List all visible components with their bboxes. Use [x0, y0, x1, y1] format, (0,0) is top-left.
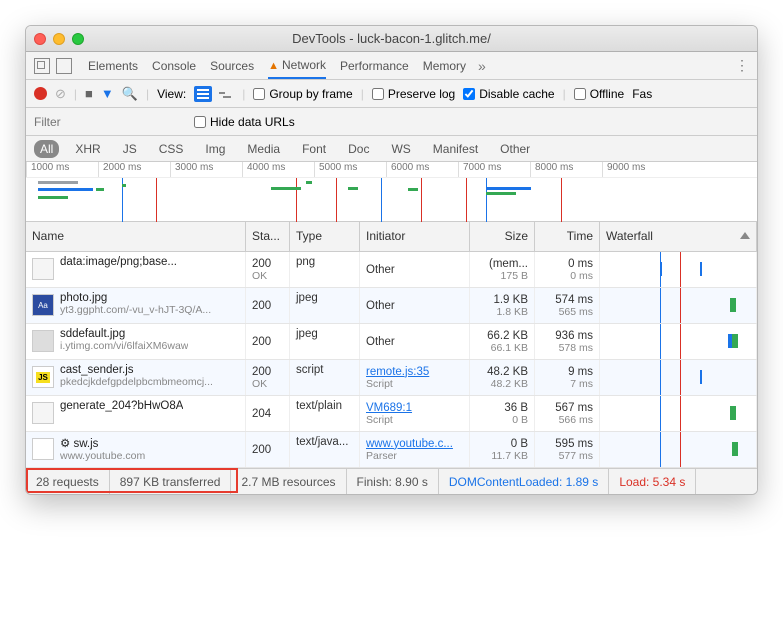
col-status[interactable]: Sta... [246, 222, 290, 251]
preserve-log-checkbox[interactable]: Preserve log [372, 87, 455, 101]
request-name: sddefault.jpg [60, 328, 188, 340]
request-domain: yt3.ggpht.com/-vu_v-hJT-3Q/A... [60, 304, 211, 316]
inspect-icon[interactable] [34, 58, 50, 74]
view-label: View: [157, 87, 186, 101]
requests-table: Name Sta... Type Initiator Size Time Wat… [26, 222, 757, 468]
filter-bar: Hide data URLs [26, 108, 757, 136]
timeline-body [26, 178, 757, 222]
file-icon: Aa [32, 294, 54, 316]
file-icon: JS [32, 366, 54, 388]
file-icon [32, 330, 54, 352]
initiator-link[interactable]: VM689:1 [366, 402, 463, 414]
table-header: Name Sta... Type Initiator Size Time Wat… [26, 222, 757, 252]
type-js[interactable]: JS [117, 140, 143, 158]
initiator-link: Other [366, 264, 463, 276]
col-waterfall[interactable]: Waterfall [600, 222, 757, 251]
type-font[interactable]: Font [296, 140, 332, 158]
tab-performance[interactable]: Performance [340, 53, 409, 78]
status-bar: 28 requests 897 KB transferred 2.7 MB re… [26, 468, 757, 494]
type-media[interactable]: Media [241, 140, 286, 158]
table-body: data:image/png;base...200OKpngOther(mem.… [26, 252, 757, 468]
search-icon[interactable]: 🔍 [122, 86, 138, 102]
request-name: ⚙ sw.js [60, 436, 145, 450]
status-requests: 28 requests [26, 469, 110, 494]
device-icon[interactable] [56, 58, 72, 74]
timeline-ruler: 1000 ms2000 ms3000 ms4000 ms5000 ms6000 … [26, 162, 757, 178]
status-resources: 2.7 MB resources [231, 469, 346, 494]
table-row[interactable]: ⚙ sw.jswww.youtube.com200text/java...www… [26, 432, 757, 468]
filter-input[interactable] [34, 115, 184, 129]
throttle-label[interactable]: Fas [632, 87, 652, 101]
devtools-window: DevTools - luck-bacon-1.glitch.me/ Eleme… [25, 25, 758, 495]
type-all[interactable]: All [34, 140, 59, 158]
timeline-overview[interactable]: 1000 ms2000 ms3000 ms4000 ms5000 ms6000 … [26, 162, 757, 222]
offline-checkbox[interactable]: Offline [574, 87, 624, 101]
tab-sources[interactable]: Sources [210, 53, 254, 78]
large-rows-button[interactable] [194, 86, 212, 102]
tab-elements[interactable]: Elements [88, 53, 138, 78]
col-time[interactable]: Time [535, 222, 600, 251]
warning-icon: ▲ [268, 60, 279, 72]
status-finish: Finish: 8.90 s [347, 469, 439, 494]
clear-icon[interactable]: ⊘ [55, 86, 66, 102]
type-img[interactable]: Img [199, 140, 231, 158]
request-name: generate_204?bHwO8A [60, 400, 183, 412]
type-doc[interactable]: Doc [342, 140, 375, 158]
status-dcl: DOMContentLoaded: 1.89 s [439, 469, 609, 494]
menu-icon[interactable]: ⋮ [735, 57, 749, 74]
gear-icon: ⚙ [60, 438, 74, 450]
file-icon [32, 258, 54, 280]
table-row[interactable]: Aa photo.jpgyt3.ggpht.com/-vu_v-hJT-3Q/A.… [26, 288, 757, 324]
table-row[interactable]: sddefault.jpgi.ytimg.com/vi/6lfaiXM6waw2… [26, 324, 757, 360]
col-name[interactable]: Name [26, 222, 246, 251]
main-toolbar: Elements Console Sources ▲Network Performanc… [26, 52, 757, 80]
status-load: Load: 5.34 s [609, 469, 696, 494]
tab-console[interactable]: Console [152, 53, 196, 78]
initiator-link: Other [366, 300, 463, 312]
record-icon[interactable] [34, 87, 47, 100]
col-type[interactable]: Type [290, 222, 360, 251]
camera-icon[interactable]: ■ [85, 86, 93, 101]
tab-memory[interactable]: Memory [423, 53, 466, 78]
file-icon [32, 402, 54, 424]
table-row[interactable]: data:image/png;base...200OKpngOther(mem.… [26, 252, 757, 288]
col-size[interactable]: Size [470, 222, 535, 251]
type-css[interactable]: CSS [153, 140, 190, 158]
more-tabs-icon[interactable]: » [478, 58, 486, 74]
type-ws[interactable]: WS [385, 140, 416, 158]
view-buttons [194, 86, 234, 102]
sort-icon [740, 232, 750, 239]
initiator-link[interactable]: www.youtube.c... [366, 438, 463, 450]
initiator-link: Other [366, 336, 463, 348]
window-title: DevTools - luck-bacon-1.glitch.me/ [26, 31, 757, 46]
tab-network[interactable]: ▲Network [268, 52, 326, 79]
request-domain: i.ytimg.com/vi/6lfaiXM6waw [60, 340, 188, 352]
titlebar: DevTools - luck-bacon-1.glitch.me/ [26, 26, 757, 52]
request-name: cast_sender.js [60, 364, 213, 376]
table-row[interactable]: JS cast_sender.jspkedcjkdefgpdelpbcmbmeom… [26, 360, 757, 396]
request-name: data:image/png;base... [60, 256, 177, 268]
overview-button[interactable] [216, 86, 234, 102]
group-by-frame-checkbox[interactable]: Group by frame [253, 87, 352, 101]
filter-icon[interactable]: ▼ [101, 86, 114, 101]
request-domain: www.youtube.com [60, 450, 145, 462]
type-manifest[interactable]: Manifest [427, 140, 484, 158]
table-row[interactable]: generate_204?bHwO8A204text/plainVM689:1S… [26, 396, 757, 432]
request-domain: pkedcjkdefgpdelpbcmbmeomcj... [60, 376, 213, 388]
type-xhr[interactable]: XHR [69, 140, 106, 158]
hide-data-urls-checkbox[interactable]: Hide data URLs [194, 115, 295, 129]
initiator-link[interactable]: remote.js:35 [366, 366, 463, 378]
panel-tabs: Elements Console Sources ▲Network Performanc… [88, 52, 466, 79]
request-name: photo.jpg [60, 292, 211, 304]
type-filter-bar: All XHR JS CSS Img Media Font Doc WS Manifest Othe… [26, 136, 757, 162]
status-transferred: 897 KB transferred [110, 469, 232, 494]
disable-cache-checkbox[interactable]: Disable cache [463, 87, 554, 101]
col-initiator[interactable]: Initiator [360, 222, 470, 251]
network-toolbar: ⊘ | ■ ▼ 🔍 | View: | Group by frame | Pre… [26, 80, 757, 108]
file-icon [32, 438, 54, 460]
type-other[interactable]: Other [494, 140, 536, 158]
